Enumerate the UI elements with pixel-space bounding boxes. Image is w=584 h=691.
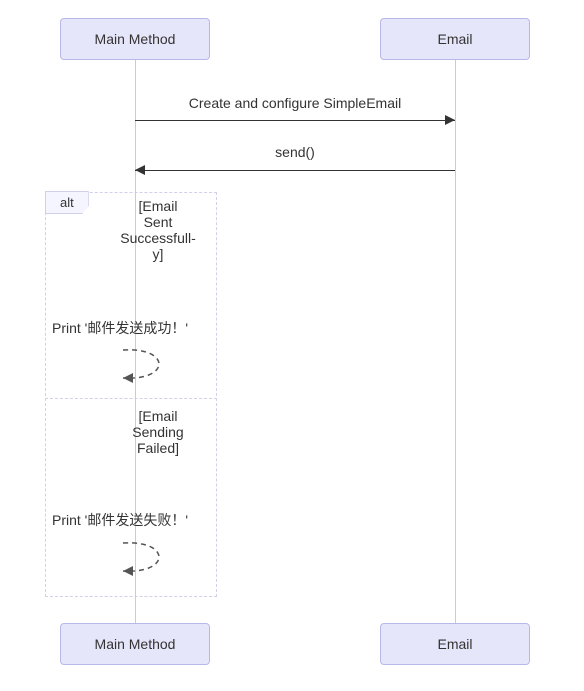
actor-box-main-bottom: Main Method xyxy=(60,623,210,665)
message-label-m1: Create and configure SimpleEmail xyxy=(135,95,455,111)
message-arrowhead-m2 xyxy=(135,165,145,175)
self-loop-icon xyxy=(113,345,183,387)
message-arrow-m1 xyxy=(135,120,455,121)
message-arrowhead-m1 xyxy=(445,115,455,125)
alt-divider xyxy=(45,398,217,399)
actor-label: Email xyxy=(437,31,472,47)
message-arrow-m2 xyxy=(135,170,455,171)
self-message-label-0: Print '邮件发送成功！' xyxy=(52,318,188,338)
actor-box-main-top: Main Method xyxy=(60,18,210,60)
message-label-m2: send() xyxy=(135,144,455,160)
alt-fragment-label: alt xyxy=(45,191,89,214)
self-message-label-1: Print '邮件发送失败！' xyxy=(52,510,188,530)
actor-label: Email xyxy=(437,636,472,652)
alt-condition-1: [EmailSendingFailed] xyxy=(108,408,208,456)
actor-label: Main Method xyxy=(95,636,176,652)
actor-box-email-top: Email xyxy=(380,18,530,60)
alt-condition-0: [EmailSentSuccessfull-y] xyxy=(108,198,208,262)
actor-box-email-bottom: Email xyxy=(380,623,530,665)
sequence-diagram-canvas: Main Method Main Method Email Email Create a… xyxy=(0,0,584,691)
self-loop-icon xyxy=(113,538,183,580)
actor-label: Main Method xyxy=(95,31,176,47)
